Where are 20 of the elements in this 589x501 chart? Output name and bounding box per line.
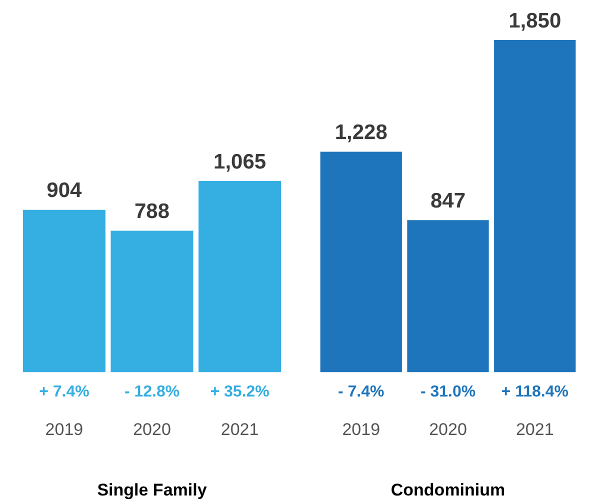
x-axis-title: Single Family [97, 480, 208, 500]
text: + 7.4% [39, 384, 90, 401]
x-tick-label: 2019 [342, 420, 380, 440]
x-tick-label: 2021 [220, 420, 259, 440]
x-tick-label: 2019 [45, 420, 84, 440]
x-tick-label: 2021 [516, 420, 554, 440]
x-tick-label: 2020 [429, 420, 467, 440]
data-label: 904 [46, 179, 82, 202]
data-label: 1,228 [334, 120, 388, 144]
text: - 12.8% [124, 384, 180, 401]
data-label: 1,850 [508, 9, 562, 32]
text: - 7.4% [338, 384, 384, 401]
data-label: 1,065 [214, 150, 266, 174]
x-axis-title: Condominium [390, 480, 506, 500]
text: + 35.2% [210, 384, 270, 401]
x-tick-label: 2020 [133, 420, 171, 440]
text: - 31.0% [420, 384, 476, 401]
data-label: 847 [430, 189, 466, 212]
text: + 118.4% [501, 384, 568, 401]
data-label: 788 [134, 200, 170, 223]
